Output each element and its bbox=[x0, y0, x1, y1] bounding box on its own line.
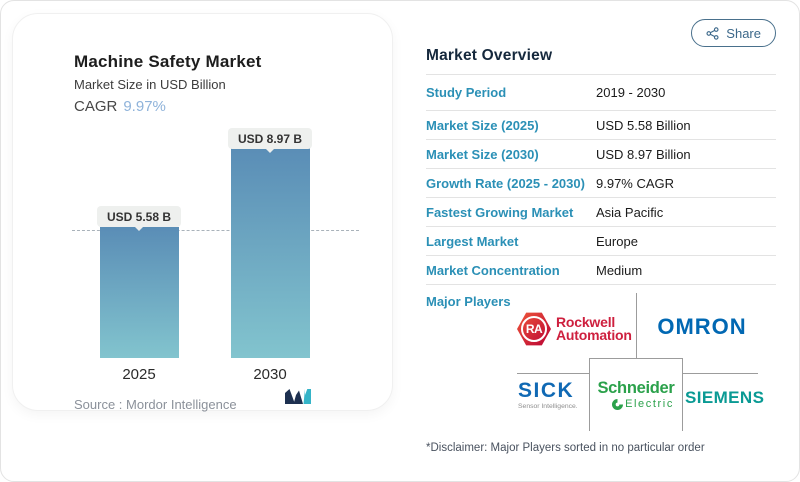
row-value: Europe bbox=[596, 233, 638, 249]
x-axis-label-2025: 2025 bbox=[122, 366, 156, 383]
table-row: Study Period 2019 - 2030 bbox=[426, 75, 776, 111]
players-horizontal-divider-left bbox=[517, 373, 589, 374]
share-button-label: Share bbox=[726, 25, 761, 41]
table-row: Fastest Growing Market Asia Pacific bbox=[426, 198, 776, 227]
table-row: Growth Rate (2025 - 2030) 9.97% CAGR bbox=[426, 169, 776, 198]
row-label: Market Size (2025) bbox=[426, 117, 539, 133]
row-label: Market Size (2030) bbox=[426, 146, 539, 162]
row-label: Growth Rate (2025 - 2030) bbox=[426, 175, 585, 191]
row-value: 9.97% CAGR bbox=[596, 175, 675, 191]
overview-heading: Market Overview bbox=[426, 47, 553, 64]
siemens-logo: SIEMENS bbox=[685, 388, 765, 407]
schneider-wordmark: Schneider bbox=[597, 378, 675, 397]
schneider-electric-logo: Schneider Electric bbox=[589, 358, 683, 431]
row-label: Fastest Growing Market bbox=[426, 204, 574, 220]
chart-title: Machine Safety Market bbox=[74, 52, 262, 71]
market-chart-card: Machine Safety Market Market Size in USD… bbox=[12, 13, 393, 412]
sick-wordmark: SICK bbox=[518, 379, 575, 402]
sick-logo: SICK Sensor Intelligence. bbox=[518, 380, 598, 410]
major-players-label: Major Players bbox=[426, 294, 511, 309]
schneider-e-icon bbox=[612, 398, 624, 410]
cagr-value: 9.97% bbox=[123, 98, 166, 115]
chart-cagr: CAGR 9.97% bbox=[74, 98, 166, 115]
omron-logo: OMRON bbox=[657, 314, 747, 339]
row-value: USD 5.58 Billion bbox=[596, 117, 691, 133]
rockwell-line2: Automation bbox=[556, 327, 632, 343]
share-icon bbox=[706, 26, 719, 40]
row-value: 2019 - 2030 bbox=[596, 85, 666, 100]
source-text: Source : Mordor Intelligence bbox=[74, 397, 237, 412]
table-row: Market Concentration Medium bbox=[426, 256, 776, 285]
bar-2030 bbox=[231, 147, 310, 358]
reference-dashed-line bbox=[72, 230, 359, 231]
players-vertical-divider bbox=[636, 293, 637, 358]
bar-label-2030: USD 8.97 B bbox=[228, 128, 312, 153]
rockwell-badge-icon: RA bbox=[517, 312, 551, 346]
schneider-electric-text: Electric bbox=[625, 398, 674, 411]
sick-tagline: Sensor Intelligence. bbox=[518, 403, 578, 410]
rockwell-badge-text: RA bbox=[525, 322, 543, 336]
row-label: Study Period bbox=[426, 85, 507, 100]
players-horizontal-divider-right bbox=[683, 373, 758, 374]
chart-subtitle: Market Size in USD Billion bbox=[74, 77, 226, 92]
source-value: Mordor Intelligence bbox=[126, 397, 237, 412]
overview-table: Study Period 2019 - 2030 Market Size (20… bbox=[426, 74, 776, 285]
row-value: Medium bbox=[596, 262, 643, 278]
bar-2025 bbox=[100, 227, 179, 358]
rockwell-wordmark: Rockwell Automation bbox=[556, 313, 632, 343]
table-row: Market Size (2030) USD 8.97 Billion bbox=[426, 140, 776, 169]
cagr-label: CAGR bbox=[74, 98, 118, 115]
row-label: Market Concentration bbox=[426, 262, 560, 278]
x-axis-label-2030: 2030 bbox=[253, 366, 287, 383]
row-label: Largest Market bbox=[426, 233, 519, 249]
rockwell-line1: Rockwell bbox=[556, 313, 616, 330]
row-value: USD 8.97 Billion bbox=[596, 146, 691, 162]
table-row: Largest Market Europe bbox=[426, 227, 776, 256]
disclaimer-text: *Disclaimer: Major Players sorted in no … bbox=[426, 442, 705, 454]
rockwell-automation-logo: RA Rockwell Automation bbox=[517, 306, 633, 352]
schneider-electric-line: Electric bbox=[612, 398, 674, 410]
mordor-intelligence-logo-icon bbox=[285, 389, 311, 404]
share-button[interactable]: Share bbox=[691, 19, 776, 47]
bar-label-2025: USD 5.58 B bbox=[97, 206, 181, 231]
table-row: Market Size (2025) USD 5.58 Billion bbox=[426, 111, 776, 140]
row-value: Asia Pacific bbox=[596, 204, 664, 220]
source-label: Source : bbox=[74, 397, 123, 412]
